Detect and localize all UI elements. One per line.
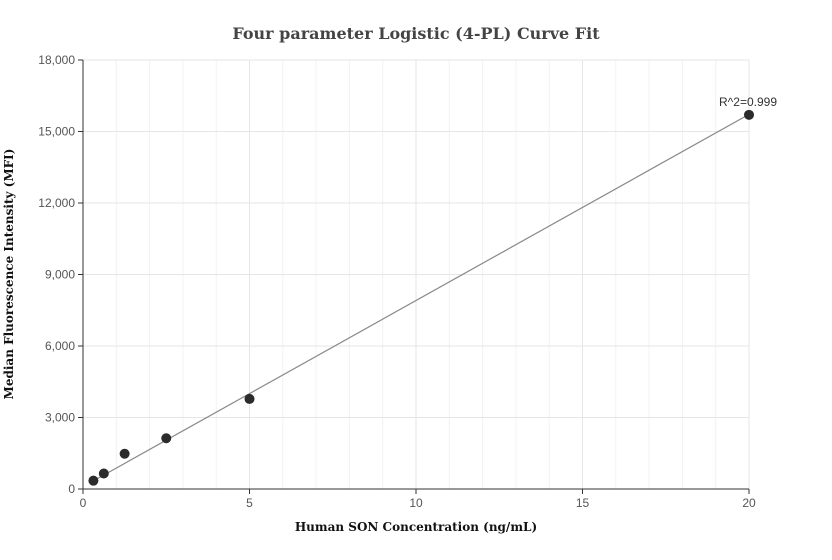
x-axis-label: Human SON Concentration (ng/mL) <box>295 520 537 534</box>
y-tick-label: 6,000 <box>45 339 75 353</box>
y-tick-label: 12,000 <box>38 196 75 210</box>
data-point <box>161 433 172 444</box>
data-point <box>88 475 99 486</box>
data-point <box>98 468 109 479</box>
data-point <box>119 448 130 459</box>
y-tick-label: 9,000 <box>45 268 75 282</box>
fit-curve <box>93 113 750 482</box>
r-squared-annotation: R^2=0.999 <box>719 95 777 109</box>
y-axis-label: Median Fluorescence Intensity (MFI) <box>2 149 16 400</box>
x-tick-label: 5 <box>246 496 253 510</box>
y-ticks: 0 3,000 6,000 9,000 12,000 15,000 18,000 <box>38 53 83 496</box>
x-ticks: 0 5 10 15 20 <box>80 489 756 510</box>
y-tick-label: 15,000 <box>38 125 75 139</box>
data-points <box>88 109 754 486</box>
data-point <box>744 109 754 120</box>
data-point <box>244 393 255 404</box>
grid <box>83 59 750 489</box>
y-tick-label: 0 <box>68 482 75 496</box>
chart-title: Four parameter Logistic (4-PL) Curve Fit <box>232 24 600 43</box>
y-tick-label: 18,000 <box>38 53 75 67</box>
x-tick-label: 0 <box>80 496 87 510</box>
x-tick-label: 10 <box>409 496 423 510</box>
x-tick-label: 20 <box>742 496 756 510</box>
fit-line <box>93 113 750 482</box>
x-tick-label: 15 <box>576 496 590 510</box>
y-tick-label: 3,000 <box>45 411 75 425</box>
